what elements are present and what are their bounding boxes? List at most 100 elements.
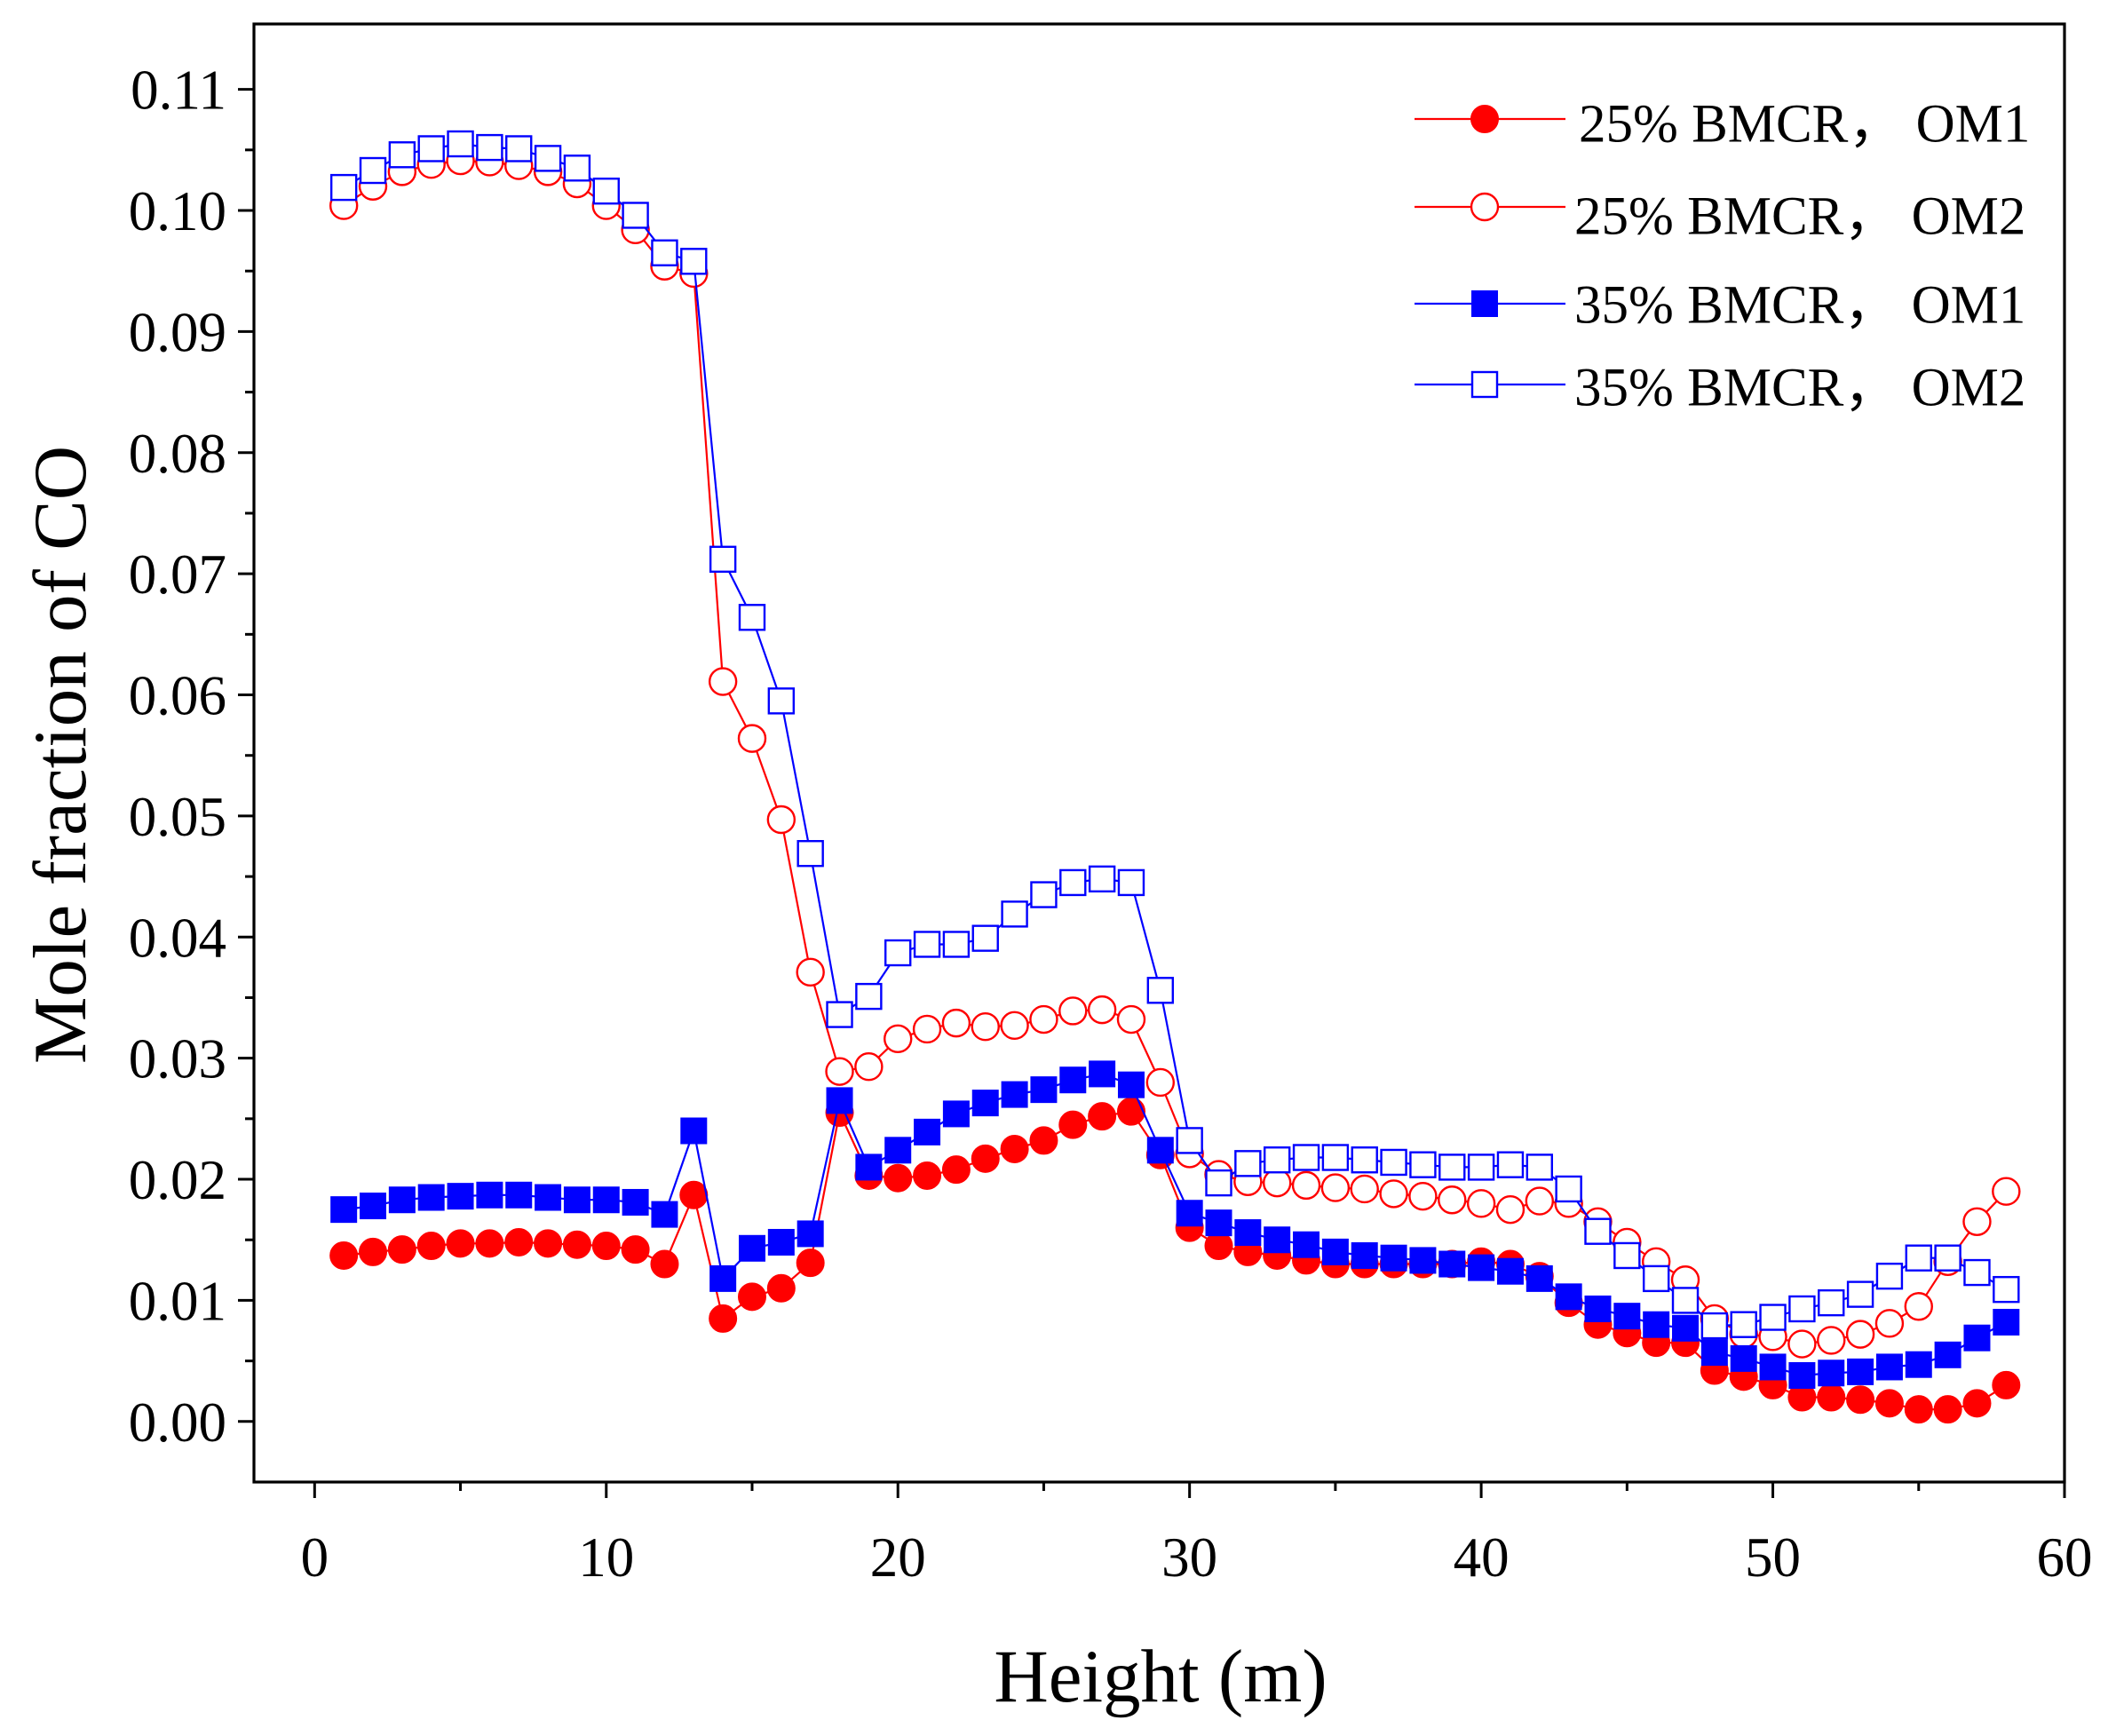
data-point bbox=[504, 1227, 534, 1256]
data-point bbox=[912, 1014, 942, 1044]
plot-frame bbox=[252, 22, 2066, 1484]
data-point bbox=[1584, 1295, 1612, 1322]
data-point bbox=[884, 1137, 912, 1164]
data-point bbox=[1291, 1170, 1321, 1201]
data-point bbox=[1380, 1148, 1407, 1177]
data-point bbox=[1613, 1241, 1641, 1270]
series-line bbox=[344, 1110, 2007, 1411]
data-point bbox=[971, 1090, 999, 1117]
data-point bbox=[1992, 1177, 2021, 1206]
data-point bbox=[562, 1230, 591, 1259]
data-point bbox=[1874, 1309, 1905, 1338]
data-point bbox=[914, 1118, 941, 1145]
data-point bbox=[1818, 1359, 1845, 1387]
y-tick-label: 0.02 bbox=[129, 1149, 226, 1211]
data-point bbox=[1584, 1217, 1612, 1245]
data-point bbox=[1466, 1189, 1496, 1218]
data-point bbox=[591, 1232, 621, 1261]
data-point bbox=[330, 1196, 358, 1224]
legend: 25% BMCR， OM1 25% BMCR， OM2 35% BMCR， OM… bbox=[1415, 95, 2030, 418]
legend-marker-open-square bbox=[1470, 370, 1499, 399]
x-tick-label: 20 bbox=[870, 1526, 926, 1589]
data-point bbox=[1730, 1311, 1757, 1338]
data-point bbox=[1845, 1320, 1875, 1349]
data-point bbox=[1468, 1254, 1495, 1281]
data-point bbox=[534, 1229, 563, 1258]
data-point bbox=[1817, 1326, 1846, 1355]
data-point bbox=[1145, 1067, 1176, 1098]
data-point bbox=[329, 1241, 359, 1270]
data-point bbox=[1205, 1169, 1232, 1197]
axes-layer: 0.00 0.01 0.02 0.03 0.04 0.05 0.06 0.07 0.08 0.09… bbox=[129, 59, 2093, 1589]
data-point bbox=[1409, 1247, 1437, 1274]
data-point bbox=[1292, 1144, 1320, 1171]
data-point bbox=[767, 687, 796, 715]
data-point bbox=[446, 1229, 475, 1258]
data-point bbox=[1146, 977, 1175, 1004]
data-point bbox=[1874, 1389, 1904, 1418]
data-point bbox=[1234, 1219, 1262, 1247]
data-point bbox=[1117, 1071, 1145, 1098]
data-point bbox=[971, 924, 999, 952]
data-point bbox=[1205, 1209, 1232, 1237]
data-point bbox=[1088, 865, 1116, 893]
data-point bbox=[825, 1057, 854, 1086]
data-point bbox=[1380, 1244, 1407, 1272]
data-point bbox=[535, 1184, 562, 1211]
legend-marker-filled-square bbox=[1471, 290, 1498, 317]
data-point bbox=[1496, 1151, 1525, 1178]
data-point bbox=[1962, 1389, 1992, 1418]
x-tick-label: 30 bbox=[1161, 1526, 1217, 1589]
data-point bbox=[1934, 1341, 1961, 1368]
data-point bbox=[475, 1229, 504, 1258]
data-point bbox=[417, 1184, 445, 1211]
data-point bbox=[1993, 1275, 2020, 1304]
data-point bbox=[1875, 1262, 1904, 1290]
data-point bbox=[1525, 1186, 1554, 1216]
data-point bbox=[1846, 1385, 1875, 1415]
y-tick-label: 0.10 bbox=[129, 180, 226, 242]
data-point bbox=[1905, 1351, 1932, 1378]
data-point bbox=[1759, 1304, 1787, 1331]
data-point bbox=[505, 1181, 533, 1209]
data-point bbox=[766, 1273, 796, 1303]
data-point bbox=[1818, 1288, 1845, 1317]
data-point bbox=[1643, 1311, 1670, 1338]
data-point bbox=[1059, 1066, 1087, 1094]
data-point bbox=[708, 667, 738, 696]
x-tick-label: 0 bbox=[301, 1526, 329, 1589]
data-point bbox=[1264, 1226, 1291, 1254]
data-point bbox=[416, 1232, 446, 1261]
legend-label: 35% BMCR， OM1 bbox=[1574, 276, 2025, 336]
data-point bbox=[1293, 1231, 1320, 1258]
data-point bbox=[1933, 1395, 1962, 1424]
data-point bbox=[1904, 1292, 1933, 1321]
data-point bbox=[1321, 1238, 1349, 1265]
legend-marker-filled-circle bbox=[1470, 105, 1499, 133]
data-point bbox=[1176, 1127, 1203, 1154]
series-layer bbox=[329, 130, 2021, 1424]
data-point bbox=[1467, 1153, 1495, 1181]
data-point bbox=[942, 1100, 970, 1128]
data-point bbox=[1379, 1179, 1408, 1209]
data-point bbox=[1963, 1324, 1991, 1352]
legend-entry-25-om1: 25% BMCR， OM1 bbox=[1415, 95, 2030, 155]
data-point bbox=[1262, 1168, 1292, 1198]
x-tick-label: 40 bbox=[1454, 1526, 1510, 1589]
y-tick-label: 0.07 bbox=[129, 543, 226, 606]
data-point bbox=[941, 1155, 971, 1185]
data-point bbox=[1234, 1150, 1262, 1177]
y-tick-label: 0.00 bbox=[129, 1391, 226, 1454]
data-point bbox=[854, 1052, 884, 1082]
legend-label: 35% BMCR， OM2 bbox=[1574, 359, 2025, 418]
data-point bbox=[1526, 1153, 1553, 1181]
data-point bbox=[737, 1282, 766, 1312]
data-point bbox=[941, 1008, 971, 1038]
data-point bbox=[1787, 1329, 1817, 1359]
series-line bbox=[344, 1073, 2007, 1377]
data-point bbox=[1029, 1004, 1058, 1034]
y-axis-label: Mole fraction of CO bbox=[19, 446, 102, 1064]
data-point bbox=[971, 1144, 1000, 1173]
